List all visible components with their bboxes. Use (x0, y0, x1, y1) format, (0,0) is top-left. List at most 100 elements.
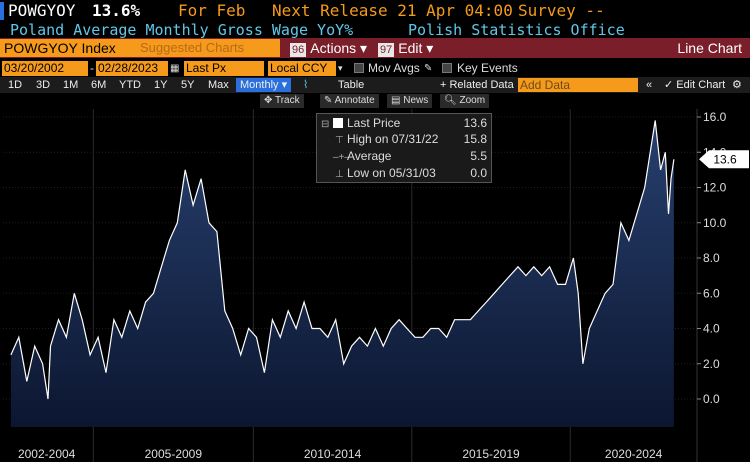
actions-label: Actions ▾ (310, 40, 368, 56)
end-date-field[interactable]: 02/28/2023 (96, 61, 168, 76)
high-marker-icon: ⊤ (335, 135, 344, 146)
period-1m[interactable]: 1M (63, 79, 79, 91)
security-description: Poland Average Monthly Gross Wage YoY% P… (0, 22, 750, 38)
legend-high-row: ⊤ High on 07/31/22 15.8 (317, 131, 493, 147)
ticker-input[interactable]: POWGYOY Index (0, 39, 280, 57)
legend-high-label: High on 07/31/22 (347, 132, 439, 146)
calendar-icon[interactable]: ▦ (170, 63, 180, 74)
period-bar: 1D 3D 1M 6M YTD 1Y 5Y Max Monthly ▾ ⌇ Ta… (0, 77, 750, 93)
last-value-tag-label: 13.6 (713, 152, 737, 166)
last-value: 13.6% (92, 1, 141, 20)
news-label: News (403, 95, 429, 106)
y-tick-label-3: 6.0 (703, 286, 720, 300)
header-accent-bar (0, 2, 4, 20)
series-line (10, 120, 675, 400)
key-events-checkbox[interactable] (442, 63, 452, 73)
ticker-symbol: POWGYOY (8, 1, 76, 20)
period-6m[interactable]: 6M (91, 79, 107, 91)
square-marker-icon: ⊟ (321, 119, 330, 130)
start-date-field[interactable]: 03/20/2002 (2, 61, 88, 76)
y-tick-label-6: 12.0 (703, 181, 727, 195)
y-tick-label-0: 0.0 (703, 392, 720, 406)
edit-menu[interactable]: 97 Edit ▾ (378, 39, 433, 57)
y-tick-label-1: 2.0 (703, 357, 720, 371)
y-tick-label-8: 16.0 (703, 110, 727, 124)
series-path (10, 120, 675, 400)
period-5y[interactable]: 5Y (181, 79, 195, 91)
mov-avgs-label: Mov Avgs (368, 61, 420, 75)
next-release: Next Release 21 Apr 04:00 (272, 1, 513, 20)
date-separator: - (90, 61, 94, 75)
add-data-input[interactable]: Add Data (518, 78, 638, 92)
edit-label: Edit ▾ (398, 40, 434, 56)
legend-last-row: ⊟ Last Price 13.6 (317, 115, 493, 131)
price-field-select[interactable]: Last Px (184, 61, 264, 76)
chart-type-label: Line Chart (677, 40, 742, 56)
legend-low-label: Low on 05/31/03 (347, 166, 436, 180)
last-value-tag (699, 150, 749, 169)
annotate-label: Annotate (334, 95, 375, 106)
security-header: POWGYOY 13.6% For Feb Next Release 21 Ap… (0, 0, 750, 22)
chart-tools: ✥ Track ✎ Annotate ▤ News 🔍︎ Zoom (0, 93, 750, 109)
period-ytd[interactable]: YTD (119, 79, 141, 91)
date-controls: 03/20/2002 - 02/28/2023 ▦ Last Px Local … (0, 60, 750, 77)
settings-icon[interactable]: ⚙ (732, 79, 742, 91)
period-3d[interactable]: 3D (36, 79, 51, 91)
x-category-label-2: 2010-2014 (304, 447, 362, 461)
annotate-tool[interactable]: ✎ Annotate (320, 94, 379, 108)
legend-low-value: 0.0 (470, 166, 487, 180)
period-1y[interactable]: 1Y (154, 79, 168, 91)
legend-average-value: 5.5 (470, 149, 487, 163)
wage-chart[interactable]: 0.02.04.06.08.010.012.014.016.0 2002-200… (0, 109, 750, 462)
collapse-icon[interactable]: « (646, 79, 653, 91)
last-value-tag-group: 13.6 (699, 150, 749, 169)
edit-number: 97 (378, 43, 395, 57)
zoom-tool[interactable]: 🔍︎ Zoom (440, 94, 490, 108)
track-label: Track (274, 95, 300, 106)
x-category-label-0: 2002-2004 (18, 447, 76, 461)
legend-average-row: –+– Average 5.5 (317, 148, 493, 164)
low-marker-icon: ⊥ (335, 169, 344, 180)
line-chart-icon[interactable]: ⌇ (303, 79, 309, 91)
area-fill (10, 120, 674, 427)
average-marker-icon: –+– (333, 152, 350, 163)
y-tick-label-2: 4.0 (703, 322, 720, 336)
zoom-label: Zoom (459, 95, 486, 106)
y-tick-label-5: 10.0 (703, 216, 727, 230)
survey-label: Survey -- (518, 1, 605, 20)
legend-last-label: Last Price (347, 116, 401, 130)
period-max[interactable]: Max (208, 79, 229, 91)
currency-select[interactable]: Local CCY (268, 61, 336, 76)
related-data-button[interactable]: + Related Data (440, 79, 514, 91)
suggested-charts-button[interactable]: Suggested Charts (140, 40, 245, 55)
command-bar: POWGYOY Index Suggested Charts 96 Actions… (0, 38, 750, 58)
edit-chart-button[interactable]: ✓ Edit Chart (664, 79, 726, 91)
y-tick-label-4: 8.0 (703, 251, 720, 265)
period-label: For Feb (178, 1, 246, 20)
legend-high-value: 15.8 (463, 132, 487, 146)
legend-low-row: ⊥ Low on 05/31/03 0.0 (317, 165, 493, 181)
frequency-select[interactable]: Monthly ▾ (236, 78, 292, 92)
x-category-label-3: 2015-2019 (462, 447, 520, 461)
pencil-icon[interactable]: ✎ (424, 63, 433, 74)
track-tool[interactable]: ✥ Track (260, 94, 304, 108)
price-legend: ⊟ Last Price 13.6 ⊤ High on 07/31/22 15.… (316, 113, 492, 183)
last-price-swatch (333, 118, 343, 128)
actions-number: 96 (290, 43, 307, 57)
table-button[interactable]: Table (338, 79, 365, 91)
news-tool[interactable]: ▤ News (387, 94, 433, 108)
legend-average-label: Average (347, 149, 392, 163)
mov-avgs-checkbox[interactable] (354, 63, 364, 73)
description-text: Poland Average Monthly Gross Wage YoY% (10, 21, 354, 39)
x-category-label-1: 2005-2009 (145, 447, 203, 461)
x-category-label-4: 2020-2024 (605, 447, 663, 461)
currency-dropdown-icon[interactable]: ▾ (338, 63, 343, 73)
legend-last-value: 13.6 (463, 116, 487, 130)
source-text: Polish Statistics Office (408, 21, 625, 39)
area-path (10, 120, 674, 427)
key-events-label: Key Events (457, 61, 518, 75)
y-axis: 0.02.04.06.08.010.012.014.016.0 (696, 109, 727, 462)
actions-menu[interactable]: 96 Actions ▾ (290, 39, 367, 57)
period-1d[interactable]: 1D (8, 79, 23, 91)
x-axis: 2002-2004 2005-2009 2010-2014 2015-2019 2020… (18, 447, 663, 461)
